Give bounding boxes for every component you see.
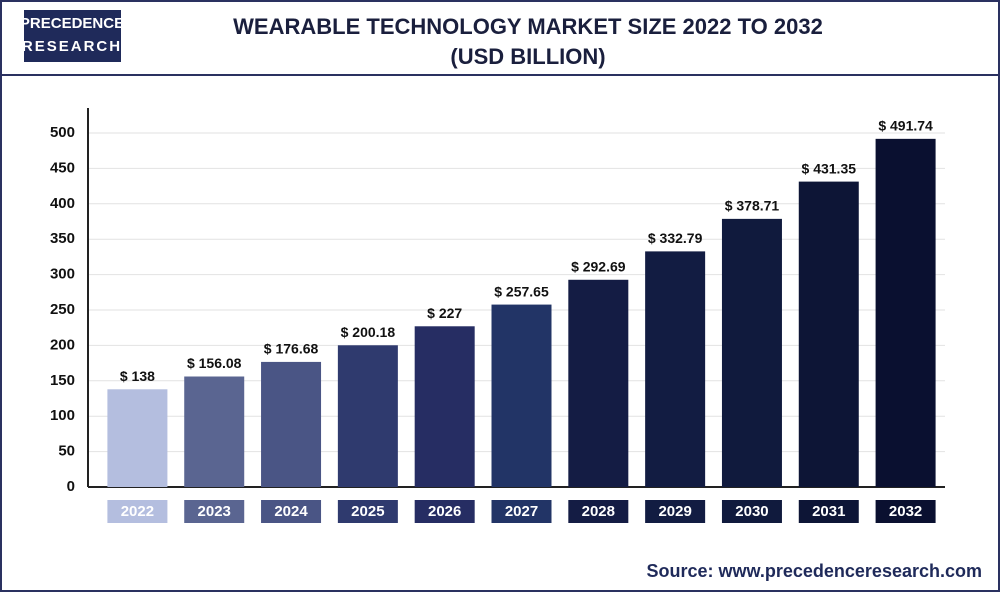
- logo-box: [24, 10, 121, 62]
- y-tick-label: 250: [50, 301, 75, 318]
- y-tick-label: 350: [50, 230, 75, 247]
- x-tick-label: 2031: [812, 503, 845, 520]
- bar: [568, 279, 629, 487]
- category-box: [337, 500, 398, 523]
- x-tick-label: 2024: [274, 503, 308, 520]
- x-tick-label: 2030: [735, 503, 768, 520]
- y-tick-label: 450: [50, 159, 75, 176]
- y-tick-label: 0: [67, 478, 75, 495]
- value-label: $ 200.18: [341, 324, 396, 340]
- category-box: [184, 500, 245, 523]
- x-tick-label: 2032: [889, 503, 922, 520]
- x-tick-label: 2023: [198, 503, 231, 520]
- bar: [261, 361, 322, 487]
- value-label: $ 292.69: [571, 258, 626, 274]
- chart-title: WEARABLE TECHNOLOGY MARKET SIZE 2022 TO …: [233, 14, 823, 39]
- y-tick-label: 300: [50, 266, 75, 283]
- logo-text: PRECEDENCE: [20, 15, 124, 32]
- bar: [875, 138, 936, 487]
- x-tick-label: 2027: [505, 503, 538, 520]
- bar: [798, 181, 859, 488]
- y-tick-label: 500: [50, 124, 75, 141]
- x-tick-label: 2026: [428, 503, 461, 520]
- bar: [491, 304, 552, 487]
- category-box: [721, 500, 782, 523]
- x-tick-label: 2028: [582, 503, 615, 520]
- value-label: $ 378.71: [725, 198, 780, 214]
- value-label: $ 431.35: [802, 160, 857, 176]
- category-box: [568, 500, 629, 523]
- bar: [107, 389, 168, 487]
- y-tick-label: 200: [50, 336, 75, 353]
- y-tick-label: 100: [50, 407, 75, 424]
- category-box: [645, 500, 706, 523]
- bar: [414, 326, 475, 487]
- category-box: [414, 500, 475, 523]
- value-label: $ 257.65: [494, 283, 549, 299]
- category-box: [798, 500, 859, 523]
- bar: [184, 376, 245, 487]
- logo-text: RESEARCH: [22, 38, 122, 55]
- bar: [337, 345, 398, 487]
- category-box: [875, 500, 936, 523]
- bar: [721, 218, 782, 487]
- category-box: [491, 500, 552, 523]
- y-tick-label: 150: [50, 372, 75, 389]
- value-label: $ 176.68: [264, 341, 319, 357]
- y-tick-label: 400: [50, 195, 75, 212]
- source: Source: www.precedenceresearch.com: [647, 561, 982, 581]
- value-label: $ 156.08: [187, 355, 242, 371]
- category-box: [107, 500, 168, 523]
- x-tick-label: 2022: [121, 503, 154, 520]
- category-box: [261, 500, 322, 523]
- value-label: $ 332.79: [648, 230, 703, 246]
- x-tick-label: 2029: [658, 503, 691, 520]
- value-label: $ 227: [427, 305, 462, 321]
- x-tick-label: 2025: [351, 503, 384, 520]
- bar: [645, 251, 706, 487]
- y-tick-label: 50: [58, 443, 75, 460]
- value-label: $ 138: [120, 368, 155, 384]
- chart-subtitle: (USD BILLION): [450, 44, 605, 69]
- value-label: $ 491.74: [878, 118, 933, 134]
